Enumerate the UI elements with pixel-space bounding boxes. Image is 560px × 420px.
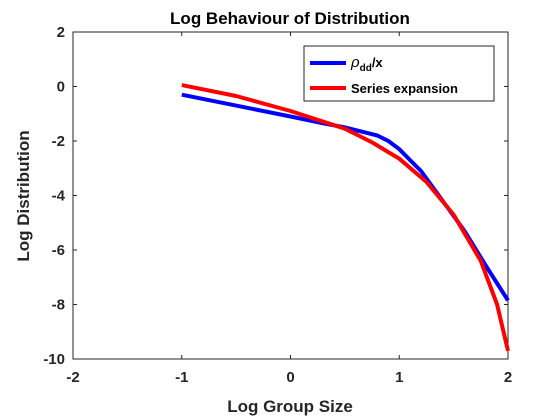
x-tick-label: -1	[175, 369, 188, 386]
legend: ρdd/x Series expansion	[303, 45, 495, 102]
x-tick-label: 2	[504, 369, 512, 386]
y-tick-label: -2	[52, 133, 65, 150]
axis-ticks: -2 -1 0 1 220-2-4-6-8-10	[43, 24, 512, 386]
legend-box	[303, 45, 495, 102]
y-tick-label: -10	[43, 351, 65, 368]
x-tick-label: 0	[286, 369, 294, 386]
legend-label-series-2: Series expansion	[351, 81, 458, 96]
chart-title: Log Behaviour of Distribution	[170, 9, 410, 28]
y-tick-label: -8	[52, 297, 65, 314]
legend-label-series-1: ρdd/x	[350, 54, 383, 74]
y-tick-label: -6	[52, 242, 65, 259]
y-axis-label: Log Distribution	[14, 130, 33, 261]
y-tick-label: -4	[52, 188, 66, 205]
x-tick-label: -2	[66, 369, 79, 386]
series-line-2	[181, 83, 510, 352]
series-layer	[181, 83, 510, 352]
y-tick-label: 2	[57, 24, 65, 41]
y-tick-label: 0	[57, 79, 65, 96]
x-tick-label: 1	[395, 369, 403, 386]
x-axis-label: Log Group Size	[227, 397, 353, 416]
